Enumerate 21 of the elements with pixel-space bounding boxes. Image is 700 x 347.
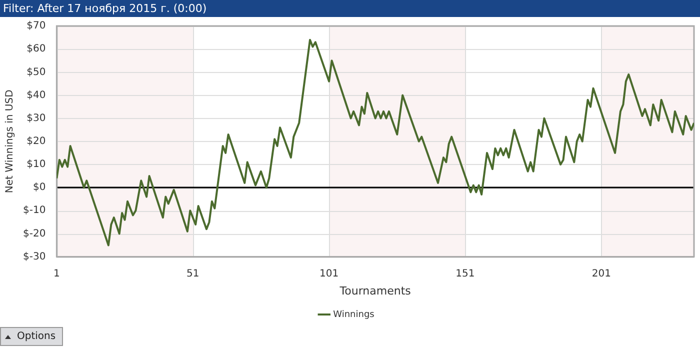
legend-label: Winnings bbox=[333, 310, 375, 320]
x-tick-label: 151 bbox=[456, 268, 475, 280]
x-tick-label: 201 bbox=[592, 268, 611, 280]
y-tick-label: $-10 bbox=[22, 205, 46, 216]
text: Options bbox=[17, 330, 56, 344]
y-tick-label: $-30 bbox=[22, 251, 46, 262]
y-tick-label: $50 bbox=[26, 66, 46, 78]
x-axis-title: Tournaments bbox=[338, 284, 412, 298]
y-tick-label: $-20 bbox=[22, 228, 46, 240]
x-tick-label: 51 bbox=[186, 268, 200, 280]
chart-title: Filter: After 17 ноября 2015 г. (0:00) bbox=[0, 0, 700, 17]
y-tick-label: $10 bbox=[26, 159, 46, 170]
y-tick-label: $60 bbox=[26, 44, 46, 55]
y-tick-label: $40 bbox=[26, 90, 46, 101]
x-tick-label: 1 bbox=[54, 268, 60, 280]
y-tick-label: $20 bbox=[26, 136, 46, 147]
x-tick-label: 101 bbox=[320, 268, 339, 280]
y-tick-label: $70 bbox=[26, 20, 46, 32]
y-axis-title: Net Winnings in USD bbox=[4, 89, 16, 194]
y-tick-label: $30 bbox=[26, 112, 46, 124]
y-tick-label: $0 bbox=[32, 182, 46, 194]
